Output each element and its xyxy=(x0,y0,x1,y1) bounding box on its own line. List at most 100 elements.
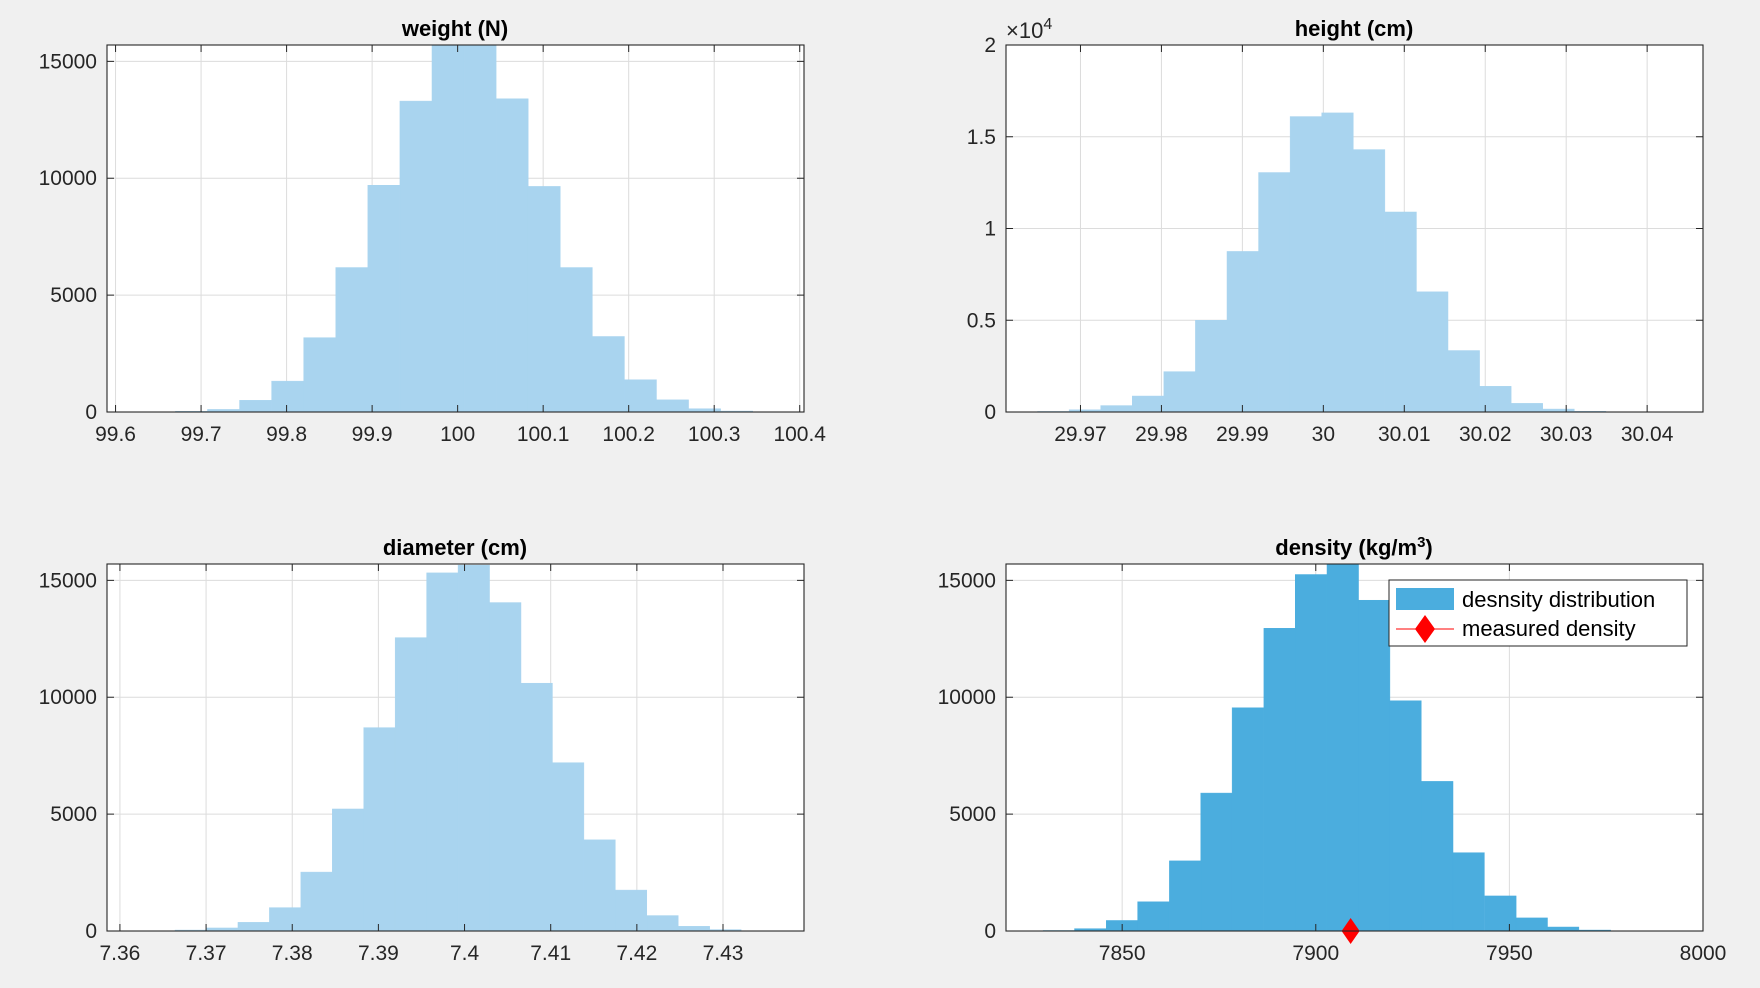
x-tick-label: 100.3 xyxy=(688,423,741,446)
y-tick-label: 0 xyxy=(85,920,97,943)
weight-histogram: 99.6 99.7 99.8 99.9 100 100.1 100.2 100.3 100.4 … xyxy=(39,16,827,446)
histogram-bar xyxy=(1163,371,1196,413)
x-tick-label: 100.2 xyxy=(602,423,655,446)
histogram-bar xyxy=(1326,563,1359,932)
x-tick-label: 8000 xyxy=(1680,942,1727,965)
x-tick-label: 30.01 xyxy=(1378,423,1431,446)
histogram-bars xyxy=(1042,563,1611,932)
histogram-bar xyxy=(271,380,304,413)
legend-label-distribution: desnsity distribution xyxy=(1462,587,1655,612)
histogram-bar xyxy=(1515,917,1548,932)
x-tick-label: 7900 xyxy=(1292,942,1339,965)
tick-marks xyxy=(1006,44,1703,413)
axes-frame xyxy=(1005,563,1704,932)
histogram-bar xyxy=(495,98,529,413)
height-histogram: 29.97 29.98 29.99 30 30.01 30.02 30.03 30.04 00… xyxy=(967,16,1704,446)
y-tick-label: 1 xyxy=(984,218,996,241)
y-tick-label: 15000 xyxy=(938,569,996,592)
histogram-bar xyxy=(1295,574,1328,932)
x-tick-label: 7.42 xyxy=(616,942,657,965)
histogram-bar xyxy=(583,839,616,932)
legend-label-measured: measured density xyxy=(1462,616,1636,641)
histogram-bar xyxy=(1510,403,1543,413)
histogram-bar xyxy=(1132,395,1165,413)
y-tick-label: 0.5 xyxy=(967,309,996,332)
histogram-bar xyxy=(1195,320,1228,413)
histogram-bar xyxy=(1169,860,1202,932)
histogram-bar xyxy=(1358,599,1391,932)
histogram-bar xyxy=(552,762,585,932)
x-tick-label: 30 xyxy=(1312,423,1335,446)
histogram-bar xyxy=(363,727,396,932)
x-tick-label: 99.7 xyxy=(181,423,222,446)
histogram-bar xyxy=(656,399,689,413)
legend: desnsity distribution measured density xyxy=(1388,579,1688,647)
histogram-bar xyxy=(335,267,369,413)
histogram-bar xyxy=(1258,172,1291,413)
y-tick-label: 10000 xyxy=(39,167,97,190)
title-suffix: ) xyxy=(1425,535,1432,560)
histogram-bar xyxy=(1226,251,1259,413)
chart-title: density (kg/m3) xyxy=(1275,534,1432,560)
legend-diamond-icon xyxy=(1415,615,1435,643)
axes-frame xyxy=(106,563,805,932)
histogram-bar xyxy=(1200,792,1233,932)
title-superscript: 3 xyxy=(1417,534,1425,551)
x-tick-label: 7.39 xyxy=(358,942,399,965)
histogram-bar xyxy=(237,922,270,932)
x-tick-label: 30.03 xyxy=(1540,423,1593,446)
histogram-bar xyxy=(560,267,593,413)
y-tick-label: 15000 xyxy=(39,50,97,73)
histogram-bar xyxy=(1263,628,1296,932)
title-text: density (kg/m xyxy=(1275,535,1417,560)
x-tick-labels: 29.97 29.98 29.99 30 30.01 30.02 30.03 30.04 xyxy=(1054,423,1674,446)
histogram-bars xyxy=(1037,112,1638,413)
chart-title: diameter (cm) xyxy=(383,535,527,560)
x-tick-labels: 7850 7900 7950 8000 xyxy=(1099,942,1727,965)
tick-marks xyxy=(107,45,804,413)
diameter-histogram: 7.36 7.37 7.38 7.39 7.4 7.41 7.42 7.43 0 5000 100… xyxy=(39,535,805,965)
histogram-bar xyxy=(1321,112,1354,413)
histogram-bar xyxy=(394,637,427,932)
histogram-bar xyxy=(431,44,465,413)
histogram-bars xyxy=(143,564,773,932)
histogram-bar xyxy=(1100,405,1133,413)
exponent-power: 4 xyxy=(1043,16,1052,33)
histogram-bar xyxy=(1421,781,1454,932)
histogram-bar xyxy=(592,336,625,413)
histogram-bar xyxy=(457,564,490,932)
histogram-bar xyxy=(269,907,302,932)
tick-marks xyxy=(1006,564,1704,932)
x-tick-label: 29.97 xyxy=(1054,423,1107,446)
histogram-bar xyxy=(332,808,364,932)
x-tick-label: 29.99 xyxy=(1216,423,1269,446)
histogram-bars xyxy=(143,44,786,413)
y-tick-label: 10000 xyxy=(938,686,996,709)
x-tick-label: 7.41 xyxy=(530,942,571,965)
x-tick-label: 100.1 xyxy=(517,423,570,446)
histogram-bar xyxy=(1384,211,1417,413)
x-tick-label: 30.02 xyxy=(1459,423,1512,446)
y-tick-label: 5000 xyxy=(949,803,996,826)
y-tick-labels: 0 5000 10000 15000 xyxy=(938,569,996,943)
y-tick-label: 15000 xyxy=(39,569,97,592)
histogram-bar xyxy=(1231,707,1264,932)
y-tick-labels: 0 5000 10000 15000 xyxy=(39,569,97,943)
histogram-bar xyxy=(1484,895,1517,932)
histogram-bar xyxy=(677,926,710,932)
histogram-bar xyxy=(489,602,522,932)
x-tick-label: 99.9 xyxy=(352,423,393,446)
histogram-bar xyxy=(1353,149,1386,413)
y-tick-label: 0 xyxy=(984,920,996,943)
y-tick-label: 1.5 xyxy=(967,126,996,149)
histogram-bar xyxy=(1289,116,1322,413)
y-tick-label: 2 xyxy=(984,34,996,57)
histogram-bar xyxy=(1452,852,1485,932)
x-tick-label: 30.04 xyxy=(1621,423,1674,446)
x-tick-label: 7.4 xyxy=(450,942,480,965)
y-axis-exponent: ×104 xyxy=(1006,16,1052,43)
axes-frame xyxy=(106,44,805,413)
y-tick-label: 0 xyxy=(85,401,97,424)
x-tick-label: 7.38 xyxy=(272,942,313,965)
